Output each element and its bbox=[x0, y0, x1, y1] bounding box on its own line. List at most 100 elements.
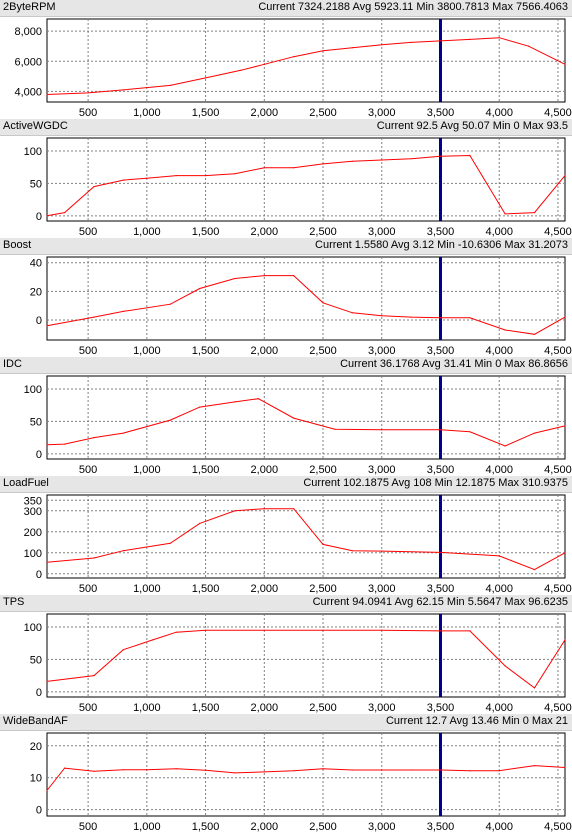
data-point bbox=[293, 167, 295, 169]
y-tick-label: 0 bbox=[36, 805, 42, 817]
data-point bbox=[439, 769, 442, 771]
plot-area[interactable]: 500 1,000 1,500 2,000 2,500 3,000 3,500 4,000 4,… bbox=[0, 611, 572, 715]
plot-area[interactable]: 500 1,000 1,500 2,000 2,500 3,000 3,500 4,000 4,… bbox=[0, 16, 572, 120]
data-point bbox=[410, 769, 412, 771]
cursor-line bbox=[438, 257, 442, 340]
cursor-line bbox=[438, 495, 442, 578]
data-point bbox=[504, 445, 506, 447]
data-point bbox=[175, 631, 177, 633]
stat-avg: Avg 31.41 bbox=[419, 358, 472, 370]
data-point bbox=[410, 41, 412, 43]
data-point bbox=[533, 333, 536, 335]
x-tick-label: 2,500 bbox=[309, 583, 337, 595]
x-tick-label: 3,000 bbox=[368, 702, 396, 714]
data-point bbox=[351, 47, 353, 49]
stat-min: Min -10.6306 bbox=[434, 239, 502, 251]
stat-avg: Avg 13.46 bbox=[447, 715, 499, 727]
series-name: Boost bbox=[3, 239, 32, 251]
cursor-line bbox=[438, 614, 442, 697]
data-point bbox=[410, 316, 412, 318]
x-tick-label: 1,000 bbox=[133, 107, 161, 119]
series-stats: Current 1.5580 Avg 3.12 Min -10.6306 Max… bbox=[315, 239, 568, 251]
chart-header: IDC Current 36.1768 Avg 31.41 Min 0 Max 8… bbox=[0, 357, 572, 374]
data-point bbox=[498, 37, 500, 39]
x-tick-label: 4,500 bbox=[544, 583, 572, 595]
data-point bbox=[533, 687, 536, 689]
plot-area[interactable]: 500 1,000 1,500 2,000 2,500 3,000 3,500 4,000 4,… bbox=[0, 373, 572, 477]
x-tick-label: 3,000 bbox=[368, 345, 396, 357]
data-point bbox=[234, 173, 236, 175]
y-tick-label: 0 bbox=[36, 569, 42, 581]
data-point bbox=[122, 432, 124, 434]
stat-max: Max 86.8656 bbox=[501, 358, 568, 370]
x-tick-label: 3,500 bbox=[427, 345, 455, 357]
data-point bbox=[175, 768, 177, 770]
data-point bbox=[381, 629, 383, 631]
data-point bbox=[234, 510, 236, 512]
plot-area[interactable]: 500 1,000 1,500 2,000 2,500 3,000 3,500 4,000 4,… bbox=[0, 492, 572, 596]
x-tick-label: 2,000 bbox=[251, 702, 279, 714]
chart-header: WideBandAF Current 12.7 Avg 13.46 Min 0 M… bbox=[0, 714, 572, 731]
stat-max: Max 93.5 bbox=[519, 120, 568, 132]
data-point bbox=[234, 401, 236, 403]
data-point bbox=[528, 45, 530, 47]
x-tick-label: 500 bbox=[79, 107, 97, 119]
data-point bbox=[504, 329, 506, 331]
data-point bbox=[46, 93, 48, 96]
data-point bbox=[199, 522, 201, 524]
data-point bbox=[533, 432, 536, 434]
cursor-line bbox=[438, 733, 442, 816]
plot-area[interactable]: 500 1,000 1,500 2,000 2,500 3,000 3,500 4,000 4,… bbox=[0, 135, 572, 239]
data-point bbox=[263, 167, 265, 169]
x-tick-label: 3,500 bbox=[427, 107, 455, 119]
stat-avg: Avg 50.07 bbox=[437, 120, 490, 132]
data-point bbox=[410, 158, 412, 160]
data-point bbox=[122, 310, 124, 312]
x-tick-label: 3,500 bbox=[427, 464, 455, 476]
series-name: TPS bbox=[3, 596, 25, 608]
x-tick-label: 4,500 bbox=[544, 821, 572, 833]
cursor-line bbox=[438, 138, 442, 221]
chart-header: ActiveWGDC Current 92.5 Avg 50.07 Min 0 M… bbox=[0, 119, 572, 136]
data-point bbox=[64, 767, 66, 769]
series-name: 2ByteRPM bbox=[3, 1, 56, 13]
data-point bbox=[293, 770, 295, 772]
plot-area[interactable]: 500 1,000 1,500 2,000 2,500 3,000 3,500 4,000 4,… bbox=[0, 254, 572, 358]
x-tick-label: 1,500 bbox=[192, 583, 220, 595]
data-point bbox=[169, 542, 171, 544]
data-point bbox=[146, 177, 148, 179]
x-tick-label: 3,500 bbox=[427, 702, 455, 714]
data-point bbox=[169, 84, 171, 86]
data-point bbox=[122, 179, 124, 181]
series-line bbox=[46, 398, 566, 447]
y-tick-label: 0 bbox=[36, 449, 42, 461]
data-point bbox=[169, 419, 171, 421]
x-tick-label: 2,000 bbox=[251, 464, 279, 476]
data-point bbox=[381, 159, 383, 161]
data-point bbox=[469, 431, 471, 433]
data-point bbox=[504, 213, 506, 215]
data-point bbox=[564, 316, 566, 318]
y-tick-label: 100 bbox=[24, 384, 42, 396]
chart-panel-boost: Boost Current 1.5580 Avg 3.12 Min -10.630… bbox=[0, 238, 572, 358]
series-stats: Current 92.5 Avg 50.07 Min 0 Max 93.5 bbox=[377, 120, 568, 132]
x-tick-label: 1,000 bbox=[133, 345, 161, 357]
x-tick-label: 4,000 bbox=[485, 821, 513, 833]
y-tick-label: 40 bbox=[30, 258, 42, 270]
x-tick-label: 4,000 bbox=[485, 464, 513, 476]
stat-max: Max 310.9375 bbox=[495, 477, 568, 489]
series-name: WideBandAF bbox=[3, 715, 68, 727]
plot-frame bbox=[46, 256, 566, 341]
data-point bbox=[564, 639, 566, 641]
stat-min: Min 0 bbox=[489, 120, 520, 132]
data-point bbox=[381, 769, 383, 771]
x-tick-label: 1,500 bbox=[192, 464, 220, 476]
x-tick-label: 2,500 bbox=[309, 226, 337, 238]
chart-header: 2ByteRPM Current 7324.2188 Avg 5923.11 Mi… bbox=[0, 0, 572, 17]
data-point bbox=[381, 550, 383, 552]
plot-area[interactable]: 500 1,000 1,500 2,000 2,500 3,000 3,500 4,000 4,… bbox=[0, 730, 572, 834]
chart-panel-tps: TPS Current 94.0941 Avg 62.15 Min 5.5647 … bbox=[0, 595, 572, 715]
data-point bbox=[469, 630, 471, 632]
data-point bbox=[293, 508, 295, 510]
data-point bbox=[351, 769, 353, 771]
